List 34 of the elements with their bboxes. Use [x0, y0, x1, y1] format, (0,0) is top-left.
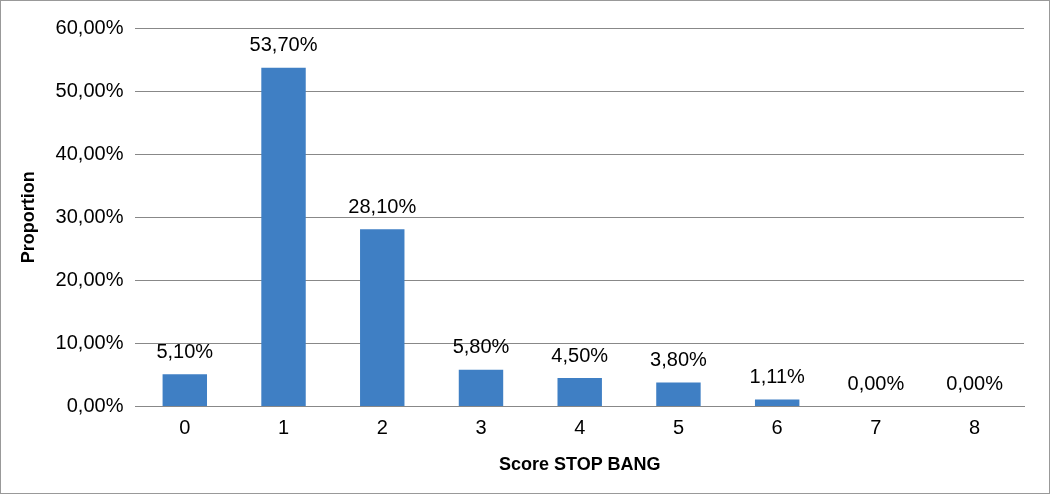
data-label: 28,10%	[348, 194, 417, 217]
bar	[261, 67, 306, 406]
x-tick-label: 4	[574, 415, 586, 438]
y-tick-label: 30,00%	[55, 204, 124, 227]
data-label: 1,11%	[749, 364, 805, 387]
y-tick-label: 10,00%	[55, 330, 124, 353]
y-axis-title: Proportion	[17, 171, 38, 264]
y-tick-label: 50,00%	[55, 78, 124, 101]
y-tick-label: 0,00%	[66, 393, 124, 416]
x-tick-label: 3	[475, 415, 487, 438]
x-tick-label: 2	[376, 415, 388, 438]
data-label: 0,00%	[847, 371, 905, 394]
x-tick-label: 0	[179, 415, 191, 438]
bar	[754, 399, 800, 406]
x-tick-label: 6	[771, 415, 783, 438]
data-label: 5,80%	[452, 335, 510, 358]
data-label: 3,80%	[650, 347, 708, 370]
x-tick-label: 1	[277, 415, 290, 438]
x-tick-label: 8	[969, 415, 981, 438]
data-label: 53,70%	[249, 33, 318, 56]
bar	[162, 374, 208, 406]
data-label: 0,00%	[946, 371, 1004, 394]
bar	[656, 382, 701, 406]
x-axis-title: Score STOP BANG	[499, 454, 661, 475]
bar	[360, 229, 405, 406]
x-tick-label: 5	[672, 415, 685, 438]
y-tick-label: 40,00%	[55, 141, 124, 164]
y-tick-label: 20,00%	[55, 267, 124, 290]
bar	[557, 378, 602, 406]
y-tick-label: 60,00%	[55, 15, 124, 38]
data-label: 4,50%	[551, 343, 609, 366]
x-tick-label: 7	[870, 415, 882, 438]
bar	[458, 369, 504, 406]
data-label: 5,10%	[156, 339, 214, 362]
